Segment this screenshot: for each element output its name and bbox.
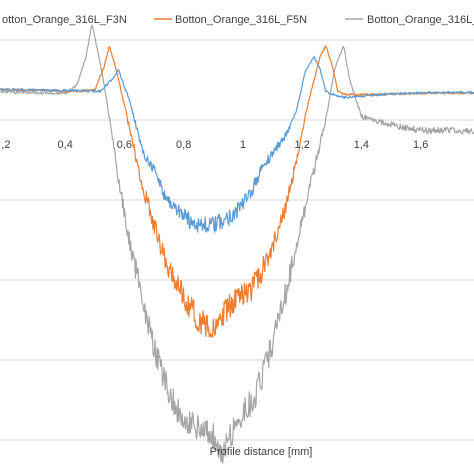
x-tick-label-2: 0,6 — [117, 139, 132, 151]
legend-label-0: otton_Orange_316L_F3N — [2, 14, 127, 26]
x-tick-label-1: 0,4 — [58, 139, 73, 151]
legend-label-2: Botton_Orange_316L_F3 — [367, 14, 474, 26]
gridlines — [0, 39, 474, 441]
x-tick-labels: ,2 0,4 0,6 0,8 1 1,2 1,4 1,6 — [1, 139, 428, 151]
x-tick-label-3: 0,8 — [176, 139, 191, 151]
x-tick-label-5: 1,2 — [295, 139, 310, 151]
series-line-2 — [0, 24, 474, 464]
x-tick-label-0: ,2 — [1, 139, 10, 151]
x-tick-label-4: 1 — [240, 139, 246, 151]
x-tick-label-7: 1,6 — [413, 139, 428, 151]
x-tick-label-6: 1,4 — [354, 139, 369, 151]
legend-label-1: Botton_Orange_316L_F5N — [175, 14, 307, 26]
x-axis-title: Profile distance [mm] — [210, 446, 313, 458]
legend: otton_Orange_316L_F3N Botton_Orange_316L… — [2, 14, 474, 26]
series-line-0 — [0, 56, 474, 233]
series-layer — [0, 24, 474, 464]
